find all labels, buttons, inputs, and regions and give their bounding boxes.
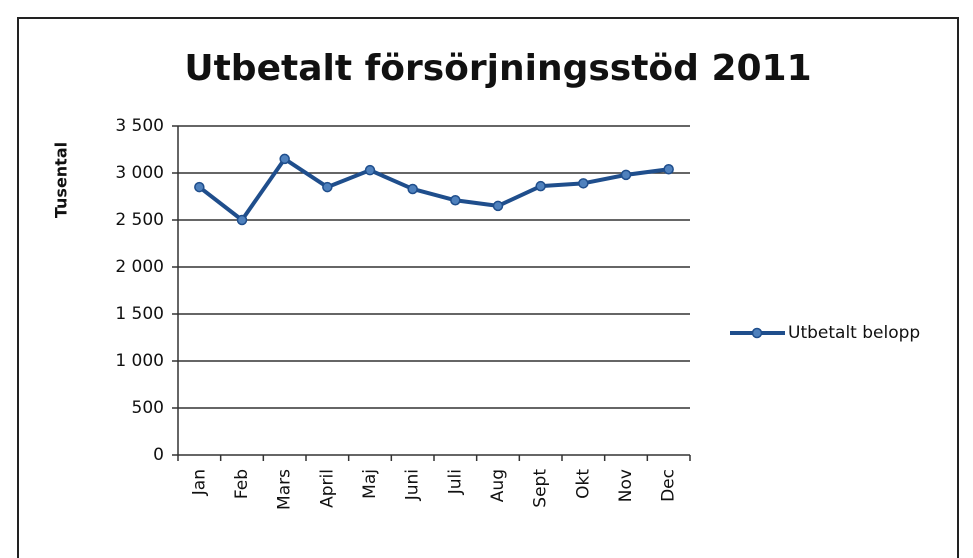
- y-tick-label: 3 000: [115, 163, 164, 183]
- x-tick-label: Sept: [531, 469, 551, 508]
- data-point: [407, 183, 418, 195]
- x-tick-label: Jan: [189, 469, 209, 496]
- x-tick-label: Dec: [659, 469, 679, 502]
- x-tick-label: Feb: [232, 469, 252, 499]
- x-tick-label: Juli: [445, 469, 465, 495]
- x-tick-label: Maj: [360, 469, 380, 499]
- data-point: [364, 164, 376, 176]
- y-tick-label: 3 500: [115, 116, 164, 136]
- chart-frame: [17, 17, 959, 558]
- data-point: [492, 200, 504, 212]
- y-tick-label: 1 000: [115, 351, 164, 371]
- y-tick-label: 500: [132, 398, 164, 418]
- data-point: [279, 153, 290, 165]
- chart-title: Utbetalt försörjningsstöd 2011: [184, 48, 811, 89]
- x-tick-label: Aug: [488, 469, 508, 502]
- data-point: [578, 178, 589, 189]
- y-tick-label: 2 500: [115, 210, 164, 230]
- x-tick-label: April: [317, 469, 337, 508]
- legend-label: Utbetalt belopp: [788, 323, 920, 343]
- data-point: [194, 181, 205, 193]
- data-point: [450, 195, 461, 206]
- y-tick-label: 1 500: [115, 304, 164, 324]
- y-tick-label: 2 000: [115, 257, 164, 277]
- x-tick-label: Okt: [573, 469, 593, 499]
- data-point: [620, 169, 632, 181]
- data-point: [322, 181, 333, 193]
- data-point: [663, 163, 674, 175]
- data-point: [535, 180, 546, 192]
- data-point: [236, 214, 248, 226]
- x-tick-label: Juni: [403, 469, 423, 501]
- y-tick-label: 0: [153, 445, 164, 465]
- y-axis-label: Tusental: [52, 142, 71, 218]
- x-tick-label: Mars: [275, 469, 295, 510]
- x-tick-label: Nov: [616, 469, 636, 502]
- series-line: [198, 156, 669, 222]
- legend-marker: [751, 327, 763, 339]
